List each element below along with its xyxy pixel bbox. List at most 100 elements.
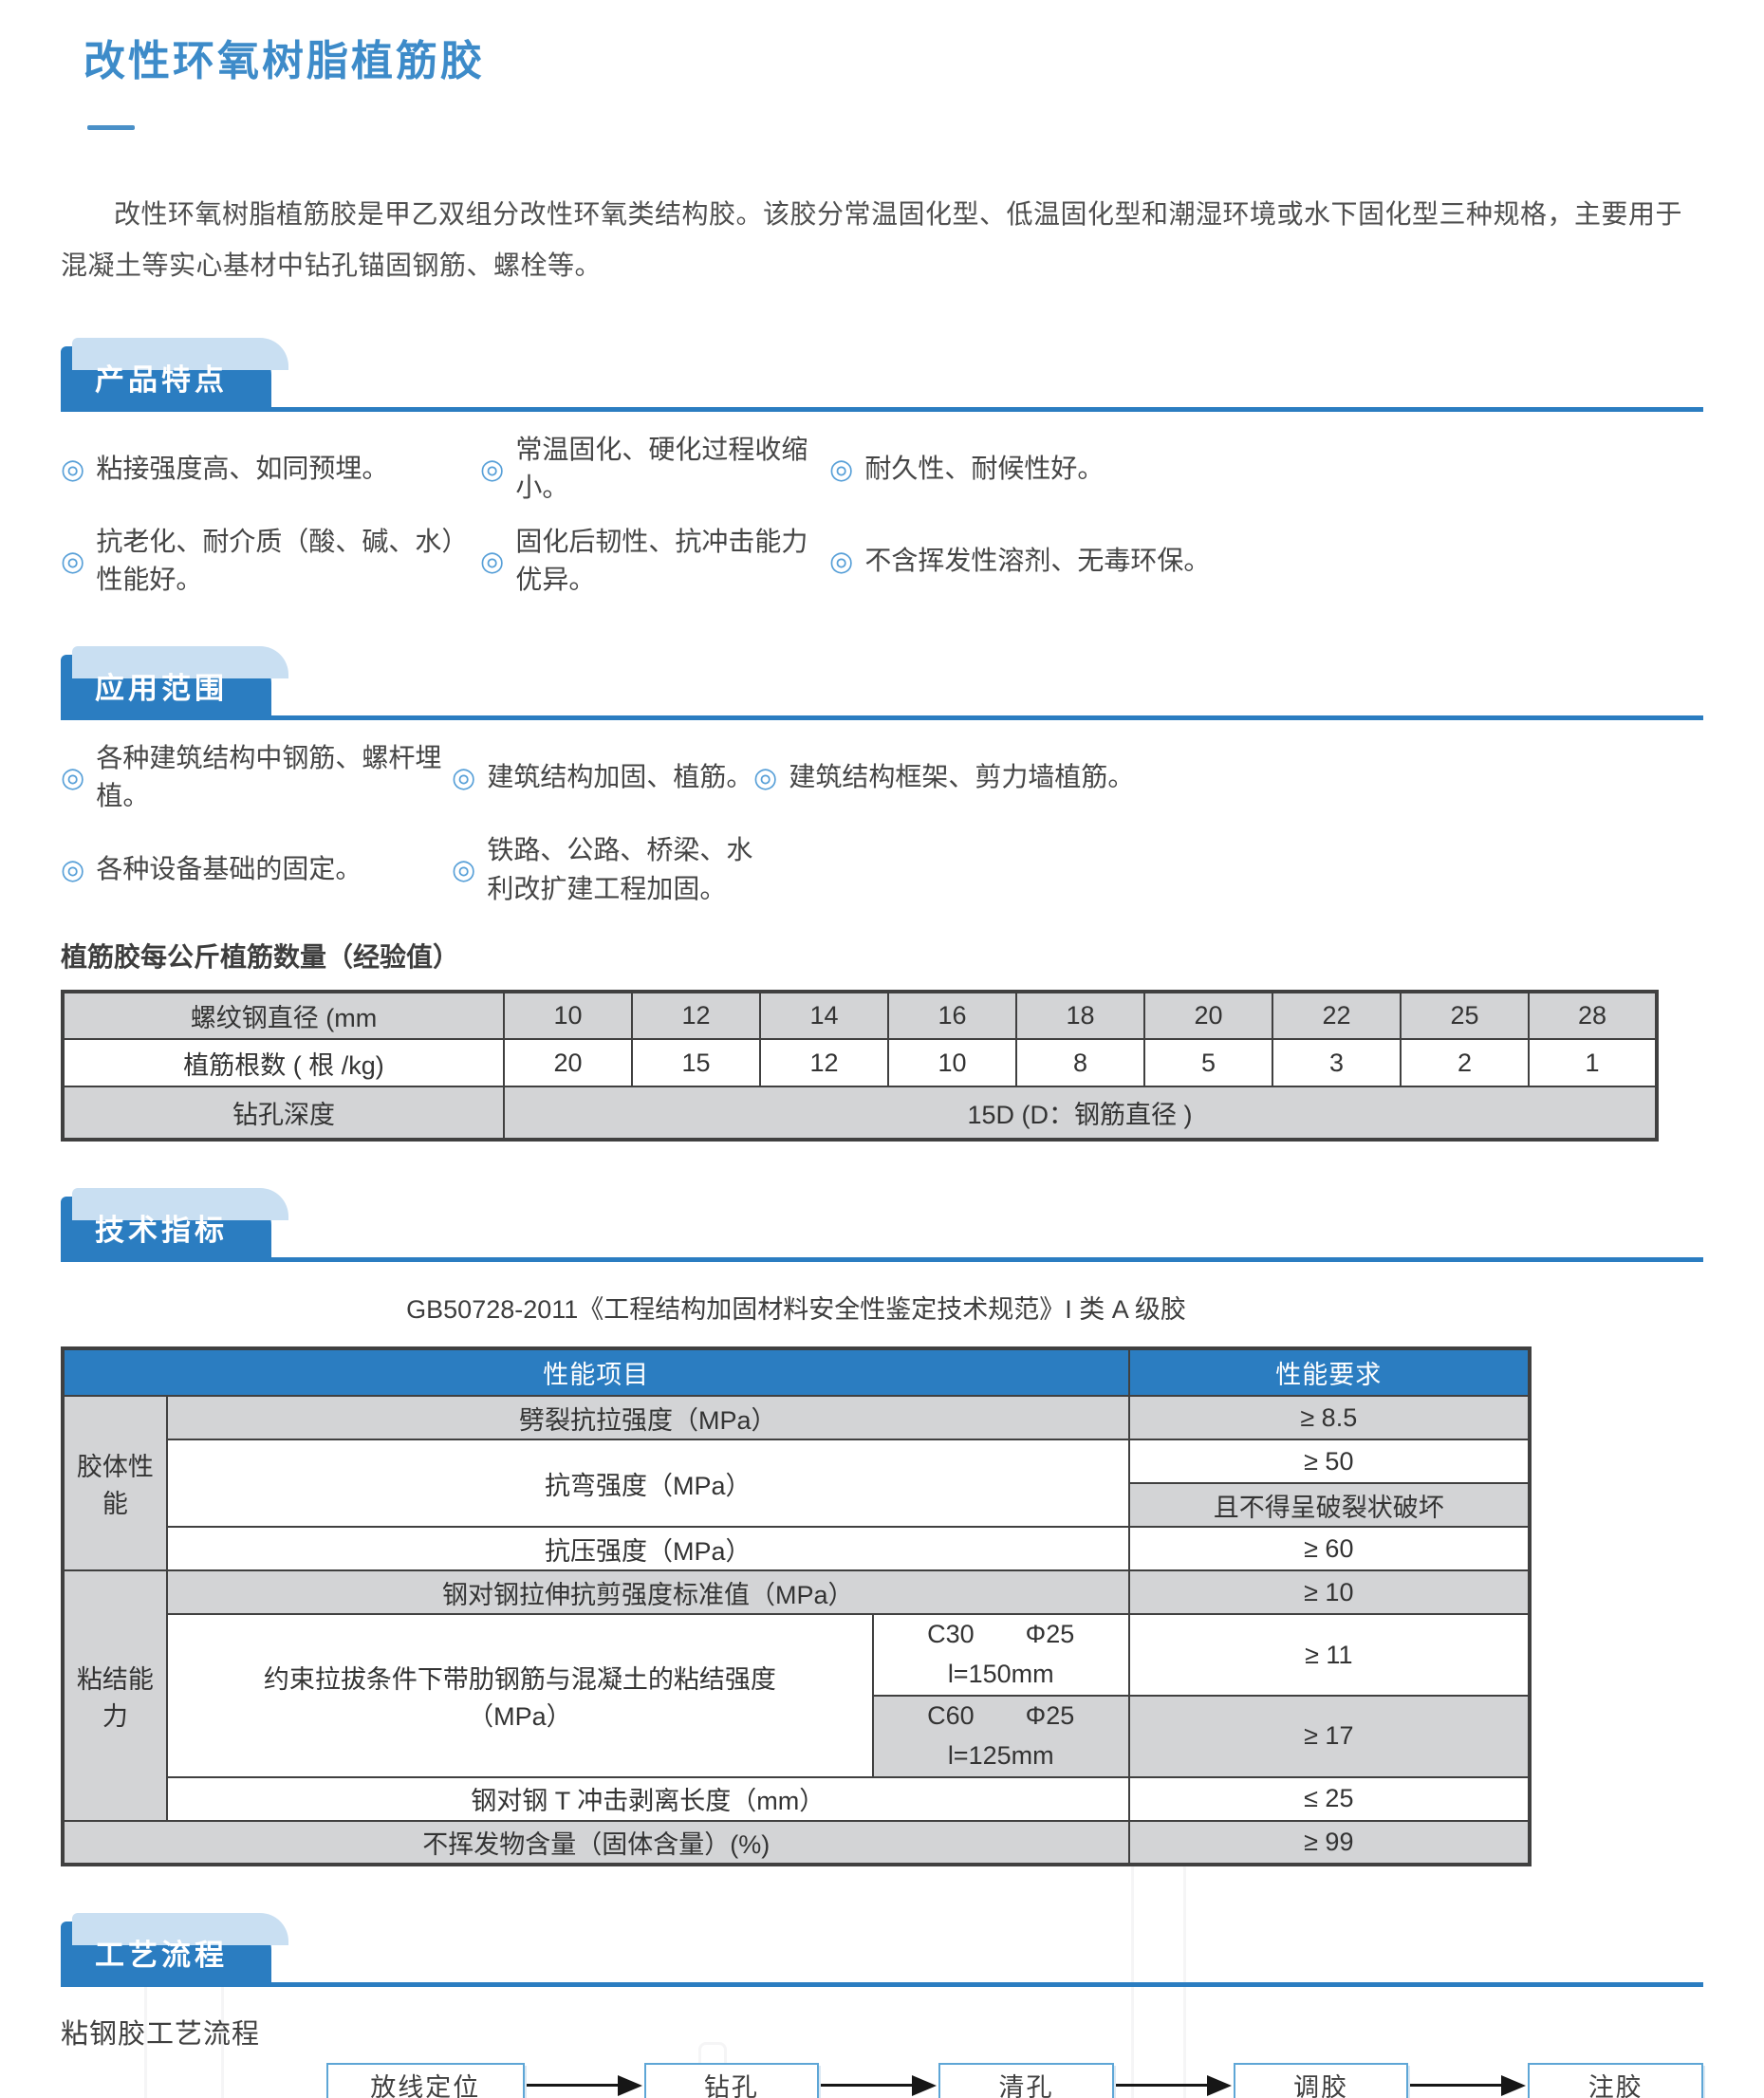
list-item-label: 常温固化、硬化过程收缩小。 [515,434,808,503]
table-cell: 22 [1272,991,1402,1041]
table-cell: 10 [503,991,633,1041]
bullseye-bullet-icon: ◎ [829,546,854,577]
list-item: ◎ 固化后韧性、抗冲击能力优异。 [480,523,829,600]
section-applications-badge: 应用范围 [61,645,288,715]
table-cell: 不挥发物含量（固体含量）(%) [62,1819,1130,1866]
list-item: ◎ 不含挥发性溶剂、无毒环保。 [829,523,1703,600]
table-cell: C30 Φ25 l=150mm [871,1613,1130,1697]
table-row: 粘结能力 钢对钢拉伸抗剪强度标准值（MPa） ≥ 10 [62,1569,1532,1822]
table-cell: 劈裂抗拉强度（MPa） [165,1395,1130,1441]
table-cell-line: l=150mm [947,1660,1054,1689]
table-group-cell: 胶体性能 [62,1395,168,1572]
table-row: 性能项目 性能要求 [62,1347,1532,1398]
list-item-label: 各种设备基础的固定。 [96,854,362,884]
section-underline [61,1257,1703,1263]
table-cell: 钻孔深度 [62,1086,505,1142]
table-cell: ≤ 25 [1127,1775,1532,1822]
bullseye-bullet-icon: ◎ [61,454,85,485]
table-cell: 20 [503,1038,633,1088]
table-cell: 28 [1528,991,1658,1041]
section-applications-header: 应用范围 [61,645,1703,720]
table-row: 不挥发物含量（固体含量）(%) ≥ 99 [62,1819,1532,1866]
table-cell: 16 [887,991,1017,1041]
section-underline [61,715,1703,720]
table-cell: 钢对钢 T 冲击剥离长度（mm） [165,1775,1130,1822]
list-item: ◎ 常温固化、硬化过程收缩小。 [480,431,829,508]
table-cell-line: C60 Φ25 [927,1700,1075,1730]
table-cell: 1 [1528,1038,1658,1088]
table-cell: 5 [1143,1038,1273,1088]
process-flow-label: 粘钢胶工艺流程 [61,2018,261,2050]
list-item: ◎ 建筑结构加固、植筋。 [452,739,753,816]
table-row: 钢对钢 T 冲击剥离长度（mm） ≤ 25 [63,1775,1532,1822]
flow-step-box: 钻孔 [643,2062,820,2098]
table-cell: 8 [1015,1038,1145,1088]
arrow-right-icon [821,2074,938,2097]
table-header-cell: 性能要求 [1127,1347,1532,1398]
table-cell-line: l=125mm [947,1740,1054,1770]
table-row: 钻孔深度 15D (D：钢筋直径 ) [62,1086,1658,1142]
bullseye-bullet-icon: ◎ [480,454,505,485]
list-item-label: 不含挥发性溶剂、无毒环保。 [864,545,1211,575]
table-cell: 20 [1143,991,1273,1041]
bullseye-bullet-icon: ◎ [61,762,85,793]
list-item-label: 各种建筑结构中钢筋、螺杆埋植。 [96,742,442,811]
table-cell: ≥ 10 [1127,1569,1532,1616]
table-cell: 15 [631,1038,761,1088]
section-process-header: 工艺流程 [61,1912,1703,1987]
table-cell: 25 [1400,991,1530,1041]
table-cell: 18 [1015,991,1145,1041]
table-row: 胶体性能 劈裂抗拉强度（MPa） ≥ 8.5 [62,1395,1532,1572]
section-features-badge: 产品特点 [61,337,288,407]
table-cell: 3 [1272,1038,1402,1088]
process-flow-row-1: 放线定位 钻孔 清孔 调胶 注胶 [326,2062,1703,2098]
table-cell: ≥ 60 [1127,1526,1532,1572]
list-item-label: 建筑结构框架、剪力墙植筋。 [789,762,1135,792]
table-cell-line: C30 Φ25 [927,1620,1075,1649]
table-cell: 约束拉拔条件下带肋钢筋与混凝土的粘结强度 （MPa） [165,1613,874,1778]
table-cell-line: （MPa） [468,1701,572,1731]
table-row: 约束拉拔条件下带肋钢筋与混凝土的粘结强度 （MPa） C30 Φ25 l=150… [63,1613,1532,1778]
table-cell: 植筋根数 ( 根 /kg) [62,1038,505,1088]
applications-list: ◎ 各种建筑结构中钢筋、螺杆埋植。 ◎ 建筑结构加固、植筋。 ◎ 建筑结构框架、剪力墙… [61,739,1703,908]
arrow-right-icon [1410,2074,1527,2097]
arrow-right-icon [1115,2074,1232,2097]
flow-step-box: 放线定位 [326,2062,525,2098]
bullseye-bullet-icon: ◎ [829,454,854,485]
table-cell: C60 Φ25 l=125mm [871,1694,1130,1778]
flow-step-box: 注胶 [1528,2062,1703,2098]
list-item-label: 铁路、公路、桥梁、水利改扩建工程加固。 [487,835,753,903]
bullseye-bullet-icon: ◎ [61,546,85,577]
bullseye-bullet-icon: ◎ [480,546,505,577]
table-cell: ≥ 11 [1127,1613,1532,1697]
table-group-cell: 粘结能力 [62,1569,168,1822]
section-underline [61,406,1703,412]
table-cell-line: 约束拉拔条件下带肋钢筋与混凝土的粘结强度 [263,1664,776,1694]
section-process-badge: 工艺流程 [61,1912,288,1982]
list-item: ◎ 建筑结构框架、剪力墙植筋。 [753,739,1703,816]
bullseye-bullet-icon: ◎ [452,762,476,793]
table-row: C60 Φ25 l=125mm ≥ 17 [63,1694,1532,1778]
tech-standard-note: GB50728-2011《工程结构加固材料安全性鉴定技术规范》I 类 A 级胶 [406,1295,1186,1325]
table-cell: ≥ 50 [1127,1439,1532,1485]
table-header-cell: 性能项目 [62,1347,1130,1398]
table-cell: 钢对钢拉伸抗剪强度标准值（MPa） [165,1569,1130,1616]
table-cell: 螺纹钢直径 (mm [62,991,505,1041]
table-row: 植筋根数 ( 根 /kg) 20 15 12 10 8 5 3 2 1 [62,1038,1658,1088]
intro-paragraph: 改性环氧树脂植筋胶是甲乙双组分改性环氧类结构胶。该胶分常温固化型、低温固化型和潮… [61,199,1683,280]
list-item-label: 固化后韧性、抗冲击能力优异。 [515,526,808,595]
list-item: ◎ 耐久性、耐候性好。 [829,431,1703,508]
tech-spec-table: 性能项目 性能要求 胶体性能 劈裂抗拉强度（MPa） ≥ 8.5 抗弯强度（MP… [61,1346,1532,1866]
list-item: ◎ 各种建筑结构中钢筋、螺杆埋植。 [61,739,452,816]
table-cell: 12 [631,991,761,1041]
arrow-right-icon [526,2074,642,2097]
table-cell: 抗压强度（MPa） [165,1526,1130,1572]
list-item-label: 粘接强度高、如同预埋。 [96,453,389,483]
page-title: 改性环氧树脂植筋胶 [84,38,485,84]
flow-step-box: 调胶 [1233,2062,1409,2098]
table-row: 抗压强度（MPa） ≥ 60 [63,1526,1532,1572]
section-tech-header: 技术指标 [61,1188,1703,1263]
list-item: ◎ 抗老化、耐介质（酸、碱、水）性能好。 [61,523,480,600]
rebar-count-table: 螺纹钢直径 (mm 10 12 14 16 18 20 22 25 28 植筋根… [61,990,1659,1142]
